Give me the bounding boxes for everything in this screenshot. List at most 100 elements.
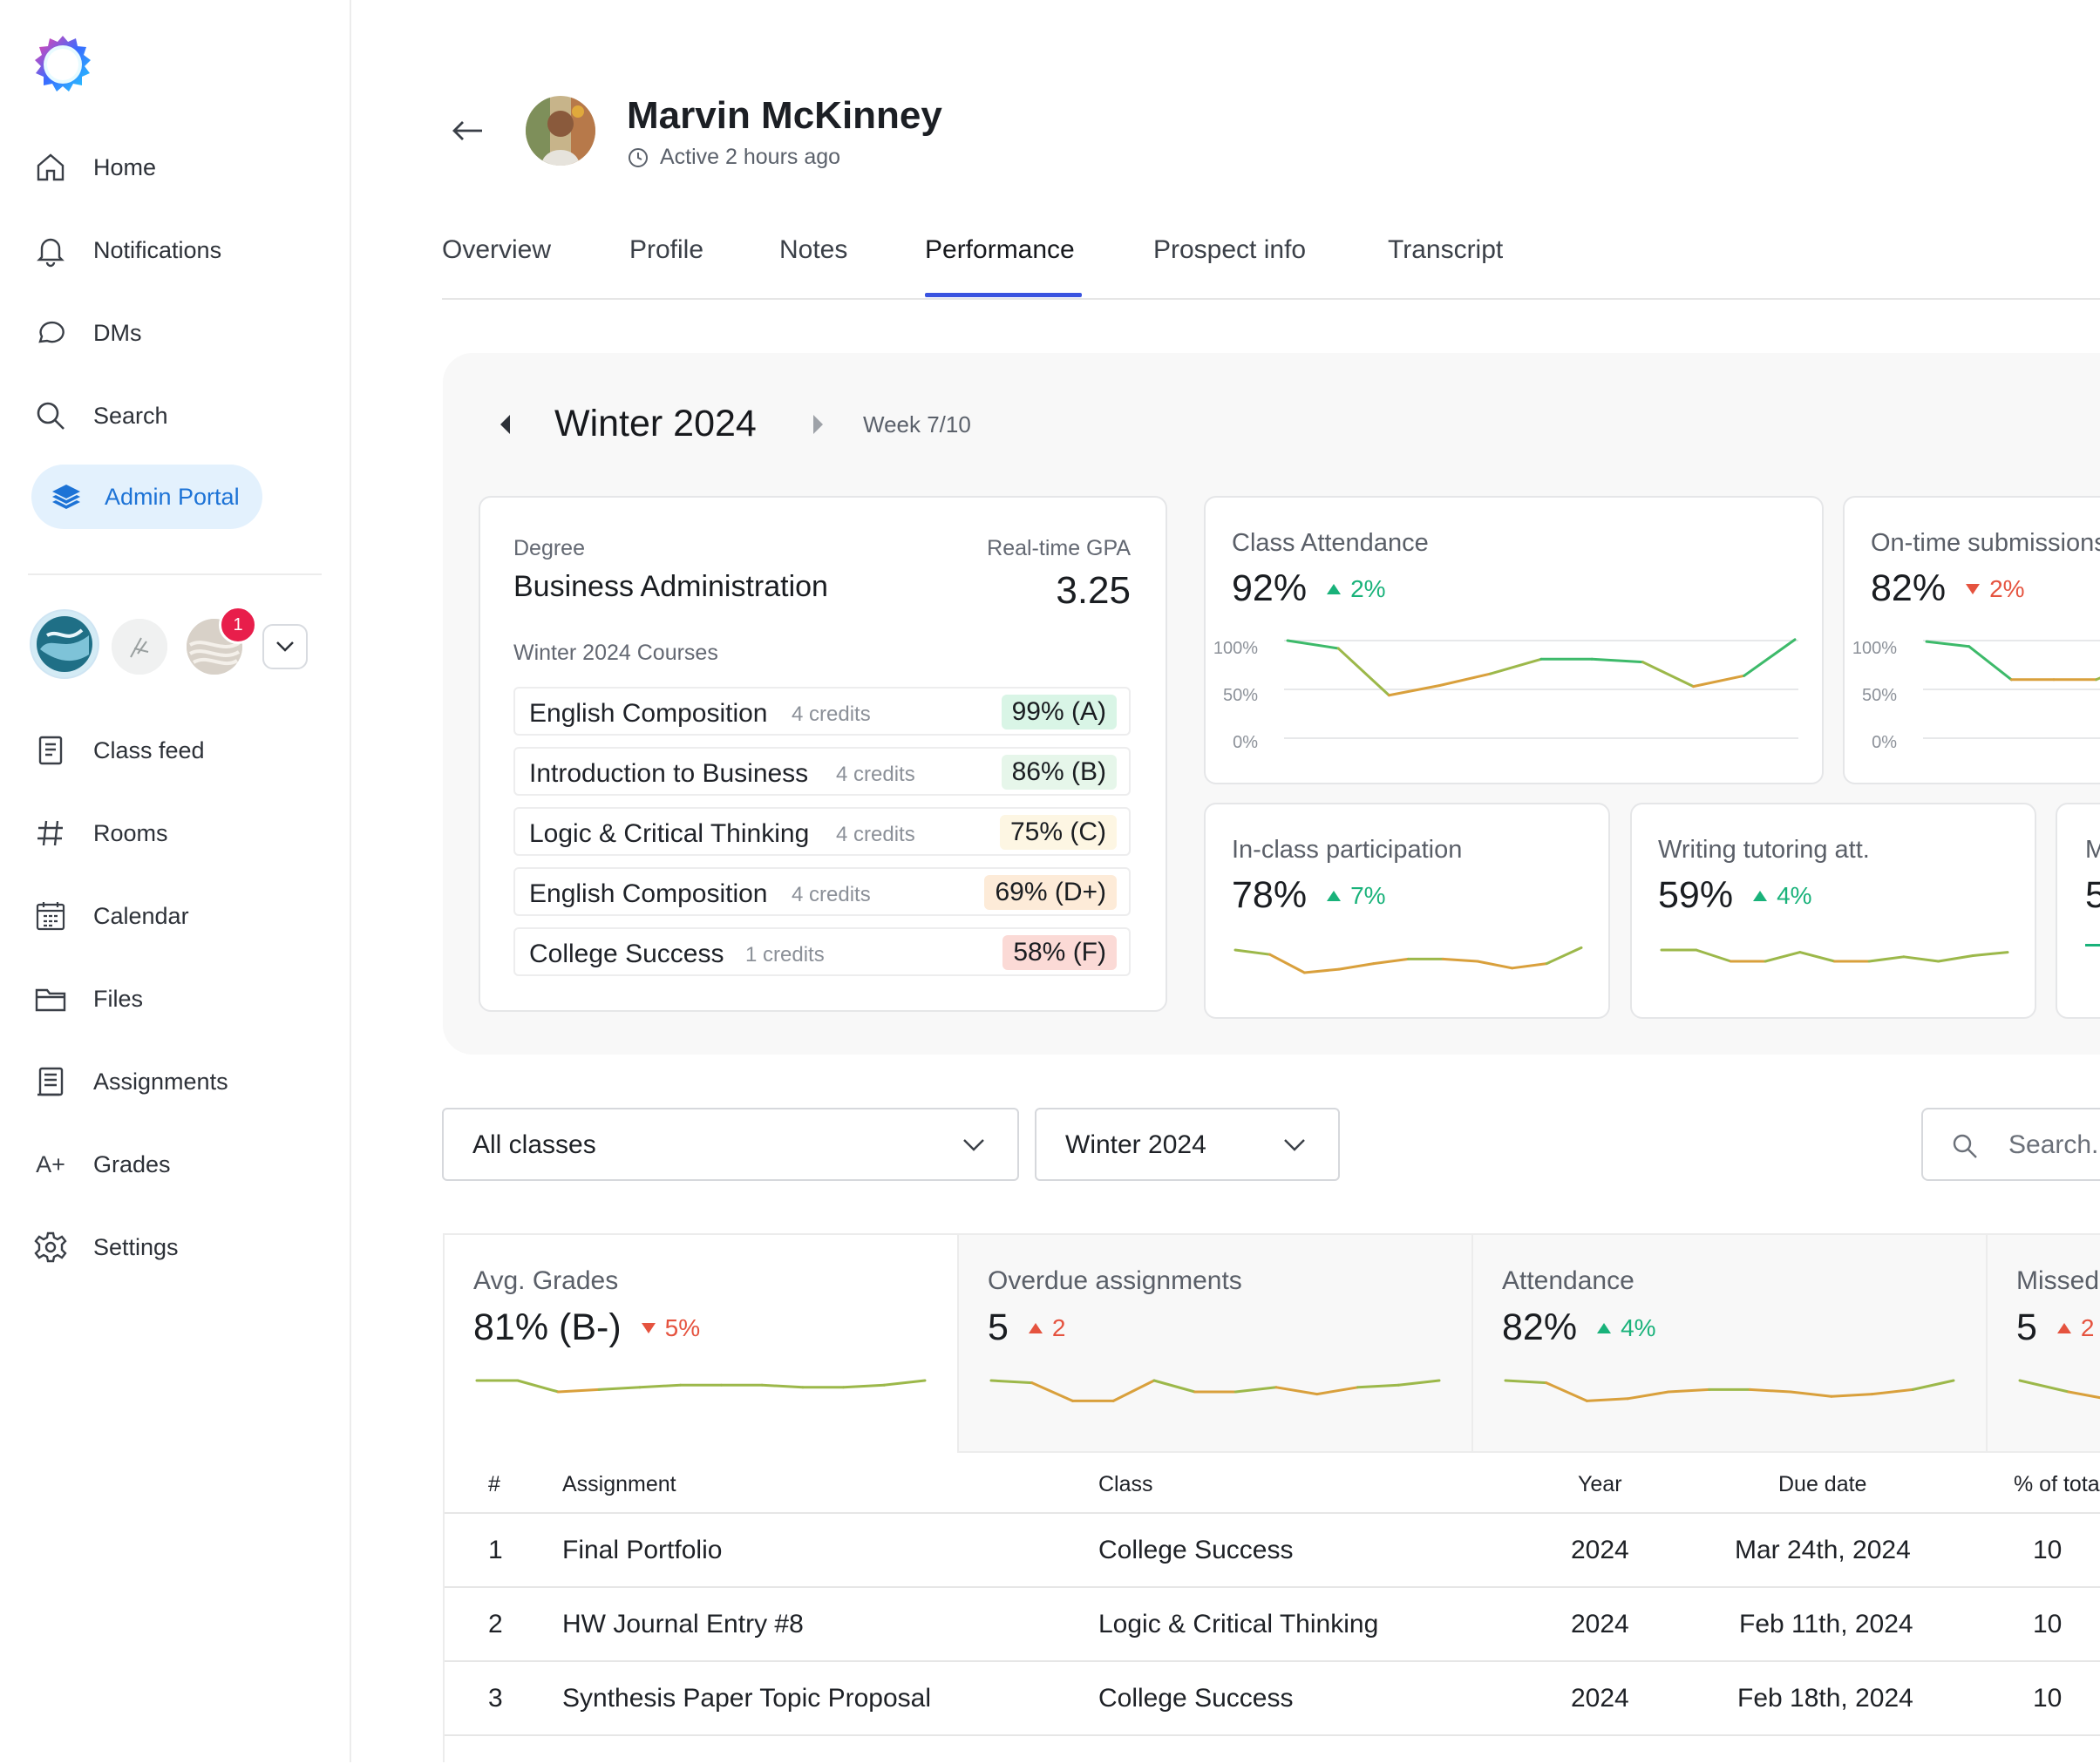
sidebar-item-label: Files [93,985,144,1012]
table-row[interactable]: 3 Synthesis Paper Topic Proposal College… [445,1660,2100,1736]
search-icon [1953,1134,1977,1158]
sidebar-item-rooms[interactable]: Rooms [31,798,168,868]
row-class: Logic & Critical Thinking [1098,1610,1379,1638]
tutoring-sparkline [1660,948,2009,963]
sidebar-item-grades[interactable]: A+ Grades [31,1130,170,1199]
partial-card-clip: M 5 [2056,803,2100,1020]
column-header-percent[interactable]: % of tota [2014,1472,2100,1496]
sparkline-segment [1911,1379,1955,1391]
sidebar-item-files[interactable]: Files [31,964,143,1034]
sparkline-segment [1111,1379,1156,1402]
column-header-class[interactable]: Class [1098,1472,1153,1496]
course-row[interactable]: Introduction to Business 4 credits 86% (… [513,747,1131,796]
sidebar-item-label: Notifications [93,236,222,263]
bell-icon [31,231,70,269]
chevron-down-icon [276,641,294,652]
sparkline-segment [1937,954,1974,963]
table-row[interactable] [445,1734,2100,1764]
sparkline-segment [1748,1387,1792,1394]
back-arrow-icon[interactable] [449,112,487,150]
attendance-line-chart [1284,638,1798,739]
community-avatar-active[interactable] [30,609,99,679]
sparkline-segment [1789,1390,1833,1398]
class-attendance-card[interactable]: Class Attendance 92% 2% 100% 50% 0% [1204,496,1824,784]
tab-overview[interactable]: Overview [442,235,552,264]
tab-prospect-info[interactable]: Prospect info [1153,235,1307,264]
summary-tile-overdue[interactable]: Overdue assignments 5 2 [959,1235,1473,1453]
sidebar-item-home[interactable]: Home [31,132,156,202]
sidebar-item-calendar[interactable]: Calendar [31,881,189,951]
column-header-year[interactable]: Year [1578,1472,1622,1496]
sparkline-segment [556,1387,601,1394]
table-row[interactable]: 1 Final Portfolio College Success 2024 M… [445,1512,2100,1588]
metric-number: 5 [2085,874,2100,916]
triangle-up-icon [1327,890,1342,901]
degree-card: Degree Real-time GPA Business Administra… [479,496,1167,1012]
triangle-up-icon [2056,1322,2071,1333]
more-communities-button[interactable] [262,624,308,669]
tile-value: 82% 4% [1502,1306,1656,1349]
class-filter-select[interactable]: All classes [442,1108,1019,1181]
sidebar-item-dms[interactable]: DMs [31,298,142,368]
search-icon [31,397,70,435]
sparkline-segment [1233,1386,1278,1394]
column-header-due-date[interactable]: Due date [1778,1472,1867,1496]
chevron-down-icon [1284,1139,1305,1151]
metric-delta: 4% [1752,882,1812,910]
row-number: 1 [488,1536,503,1564]
sidebar-item-notifications[interactable]: Notifications [31,215,221,285]
table-row[interactable]: 2 HW Journal Entry #8 Logic & Critical T… [445,1586,2100,1662]
sparkline-segment [1743,638,1797,677]
community-avatar[interactable] [112,619,167,675]
sidebar-item-assignments[interactable]: Assignments [31,1047,228,1116]
partial-metric-card[interactable]: M 5 [2056,803,2100,1019]
student-avatar [526,96,595,166]
metric-number: 82% [1871,567,1947,609]
degree-name: Business Administration [513,570,828,603]
tab-profile[interactable]: Profile [629,235,704,264]
app-logo-icon[interactable] [31,33,94,96]
avg-grades-sparkline [475,1379,927,1394]
sparkline-segment [1590,657,1644,664]
assignment-search-input[interactable]: Search... [1921,1108,2100,1181]
tile-number: 81% (B-) [473,1306,622,1348]
grade-pill: 99% (A) [1001,695,1117,729]
sidebar-item-settings[interactable]: Settings [31,1212,179,1282]
sidebar-item-search[interactable]: Search [31,381,168,451]
folder-icon [31,980,70,1018]
column-header-assignment[interactable]: Assignment [562,1472,676,1496]
tile-value: 5 2 [2016,1306,2095,1349]
sparkline-segment [1641,661,1696,689]
course-row[interactable]: College Success 1 credits 58% (F) [513,927,1131,976]
course-row[interactable]: English Composition 4 credits 69% (D+) [513,867,1131,916]
tile-value: 81% (B-) 5% [473,1306,700,1349]
active-tab-indicator [925,293,1082,297]
summary-tile-missed[interactable]: Missed 5 2 [1988,1235,2100,1453]
sidebar-item-class-feed[interactable]: Class feed [31,716,205,785]
sidebar-item-admin-portal[interactable]: Admin Portal [31,465,262,529]
summary-tile-avg-grades[interactable]: Avg. Grades 81% (B-) 5% [445,1235,959,1453]
tab-performance[interactable]: Performance [925,235,1075,264]
metric-delta-text: 7% [1350,881,1386,909]
on-time-submissions-card[interactable]: On-time submissions 82% 2% 100% 50% 0% [1843,496,2100,784]
in-class-participation-card[interactable]: In-class participation 78% 7% [1204,803,1610,1019]
tile-value: 5 2 [988,1306,1066,1349]
tab-notes[interactable]: Notes [779,235,848,264]
term-filter-select[interactable]: Winter 2024 [1035,1108,1340,1181]
writing-tutoring-card[interactable]: Writing tutoring att. 59% 4% [1630,803,2036,1019]
previous-term-icon[interactable] [498,413,513,436]
course-row[interactable]: English Composition 4 credits 99% (A) [513,687,1131,736]
sidebar-item-label: Admin Portal [105,483,240,510]
next-term-icon[interactable] [810,413,826,436]
row-class: College Success [1098,1536,1294,1564]
column-header-number[interactable]: # [488,1472,500,1496]
summary-tile-attendance[interactable]: Attendance 82% 4% [1473,1235,1988,1453]
sidebar-item-label: Rooms [93,819,168,846]
degree-label: Degree [513,536,585,560]
course-row[interactable]: Logic & Critical Thinking 4 credits 75% … [513,807,1131,856]
profile-tabs: Overview Profile Notes Performance Prosp… [442,209,2100,300]
course-name: English Composition [529,699,768,728]
sparkline-segment [597,1386,642,1391]
tab-transcript[interactable]: Transcript [1388,235,1504,264]
sidebar-item-label: Search [93,402,168,429]
